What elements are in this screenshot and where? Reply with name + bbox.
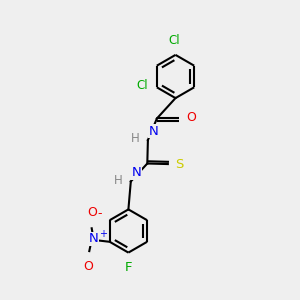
Text: N: N — [131, 166, 141, 179]
Text: F: F — [125, 261, 133, 274]
Text: O: O — [186, 111, 196, 124]
Text: H: H — [114, 174, 122, 187]
Text: Cl: Cl — [168, 34, 180, 46]
Text: -: - — [97, 207, 102, 220]
Text: S: S — [176, 158, 184, 171]
Text: N: N — [88, 232, 98, 245]
Text: O: O — [87, 206, 97, 219]
Text: +: + — [99, 229, 106, 239]
Text: N: N — [148, 125, 158, 138]
Text: O: O — [83, 260, 93, 273]
Text: Cl: Cl — [137, 79, 148, 92]
Text: H: H — [131, 132, 140, 146]
